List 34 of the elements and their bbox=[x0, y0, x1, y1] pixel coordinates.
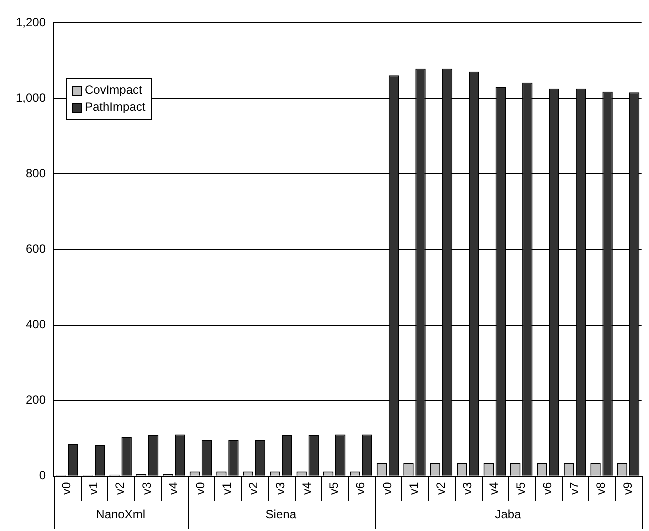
y-tick-label: 600 bbox=[26, 242, 46, 256]
x-tick-label: v6 bbox=[354, 482, 368, 496]
x-tick-label: v5 bbox=[326, 482, 341, 496]
y-tick-label: 400 bbox=[26, 318, 46, 332]
text: NanoXml bbox=[96, 507, 146, 522]
x-tick-label: v8 bbox=[594, 482, 608, 496]
x-tick-label: v1 bbox=[220, 482, 234, 496]
y-tick-label: 1,000 bbox=[16, 91, 46, 106]
x-tick-label: v3 bbox=[140, 482, 154, 496]
x-tick-label: v6 bbox=[540, 482, 555, 496]
legend-label: PathImpact bbox=[85, 99, 146, 116]
x-tick-label: v4 bbox=[300, 482, 314, 496]
x-tick-label: v5 bbox=[514, 482, 528, 496]
x-tick-label: v1 bbox=[407, 482, 422, 496]
y-tick-label: 800 bbox=[26, 166, 46, 181]
x-tick-label: v3 bbox=[273, 482, 288, 496]
y-tick-label: 1,200 bbox=[16, 16, 46, 30]
y-tick-label: 200 bbox=[26, 393, 46, 408]
x-tick-label: v0 bbox=[380, 482, 394, 496]
text: Jaba bbox=[495, 507, 522, 522]
x-tick-label: v2 bbox=[246, 482, 261, 496]
y-tick-label: 0 bbox=[39, 468, 46, 483]
x-tick-label: v7 bbox=[567, 482, 582, 496]
legend-label: CovImpact bbox=[85, 82, 142, 99]
x-tick-label: v9 bbox=[620, 482, 635, 496]
x-tick-label: v0 bbox=[193, 482, 208, 496]
x-tick-label: v1 bbox=[86, 482, 100, 496]
x-tick-label: v2 bbox=[113, 482, 128, 496]
x-tick-label: v4 bbox=[166, 482, 181, 496]
x-tick-label: v4 bbox=[487, 482, 502, 496]
x-tick-label: v3 bbox=[460, 482, 474, 496]
text: Siena bbox=[266, 507, 297, 522]
x-tick-label: v2 bbox=[434, 482, 448, 496]
x-tick-label: v0 bbox=[60, 482, 74, 496]
